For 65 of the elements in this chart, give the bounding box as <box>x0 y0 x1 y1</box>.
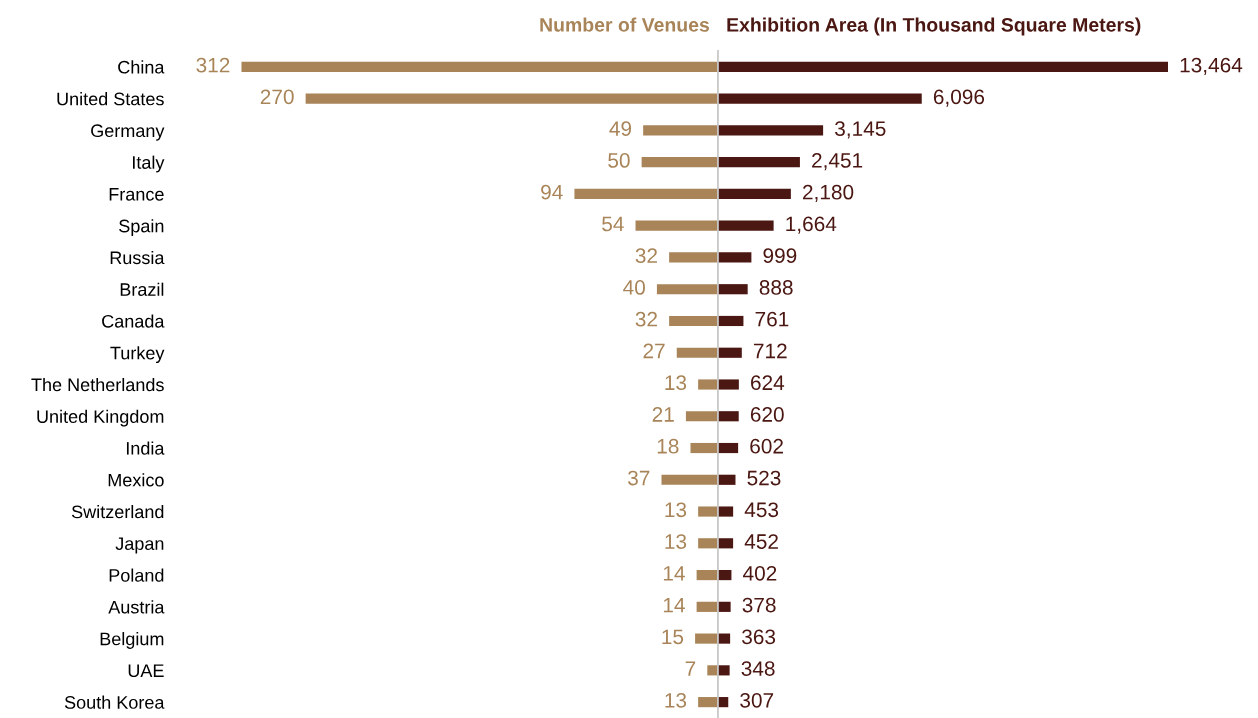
y-tick-label: United Kingdom <box>37 409 164 427</box>
data-label: 348 <box>741 661 775 676</box>
data-label: 452 <box>744 534 778 549</box>
data-label: 6,096 <box>933 89 985 107</box>
data-label: 761 <box>755 311 789 327</box>
data-label: 363 <box>742 629 776 645</box>
y-tick-label: Germany <box>91 124 165 141</box>
data-label: 523 <box>747 470 781 486</box>
y-tick-label: South Korea <box>64 695 165 709</box>
data-label: 49 <box>609 121 632 136</box>
data-label: 378 <box>742 597 776 613</box>
data-label: 13 <box>665 692 687 708</box>
y-tick-label: Canada <box>102 314 165 328</box>
data-label: 620 <box>750 407 784 422</box>
data-label: 13 <box>665 534 687 549</box>
data-label: 2,451 <box>812 153 863 171</box>
data-label: 13 <box>665 502 687 518</box>
data-label: 13 <box>665 375 687 391</box>
y-tick-label: Mexico <box>108 473 164 487</box>
chart-title: Exhibition Area (In Thousand Square Meters) <box>727 17 1141 36</box>
data-label: 21 <box>652 407 674 422</box>
y-tick-label: Belgium <box>100 632 164 649</box>
data-label: 3,145 <box>835 121 886 139</box>
y-tick-label: France <box>109 188 164 201</box>
y-tick-label: Japan <box>115 537 164 554</box>
data-label: 307 <box>740 692 774 708</box>
data-label: 27 <box>643 343 665 359</box>
data-label: 40 <box>623 280 645 295</box>
y-tick-label: Turkey <box>110 346 165 364</box>
y-tick-label: The Netherlands <box>31 377 164 392</box>
data-label: 13,464 <box>1180 57 1243 75</box>
data-label: 453 <box>744 502 779 518</box>
data-label: 15 <box>662 629 684 645</box>
data-label: 602 <box>750 438 783 454</box>
data-label: 18 <box>657 438 679 454</box>
data-label: 624 <box>751 375 785 391</box>
data-label: 1,664 <box>786 216 837 234</box>
data-label: 37 <box>628 470 650 486</box>
data-label: 312 <box>196 57 230 73</box>
data-label: 888 <box>759 280 793 295</box>
data-label: 270 <box>260 89 294 105</box>
y-tick-label: Italy <box>133 155 165 173</box>
y-tick-label: UAE <box>128 664 164 678</box>
y-tick-label: India <box>126 441 165 455</box>
y-tick-label: Russia <box>110 250 165 265</box>
y-tick-label: Brazil <box>120 282 164 296</box>
data-label: 50 <box>608 153 630 168</box>
data-label: 712 <box>753 343 787 359</box>
data-label: 14 <box>663 597 685 613</box>
chart-title: Number of Venues <box>540 17 709 32</box>
data-label: 32 <box>635 311 657 327</box>
y-tick-label: Austria <box>108 600 165 614</box>
y-tick-label: China <box>118 60 165 74</box>
data-label: 14 <box>663 566 685 581</box>
data-label: 54 <box>602 216 624 232</box>
data-label: 94 <box>541 184 563 200</box>
data-label: 999 <box>763 248 797 264</box>
y-tick-label: Poland <box>109 568 164 582</box>
data-label: 402 <box>743 565 777 581</box>
y-tick-label: Spain <box>119 219 164 236</box>
data-label: 2,180 <box>803 184 854 202</box>
y-tick-label: Switzerland <box>71 505 164 519</box>
y-tick-label: United States <box>57 92 164 106</box>
data-label: 32 <box>635 248 657 264</box>
data-label: 7 <box>685 661 696 676</box>
